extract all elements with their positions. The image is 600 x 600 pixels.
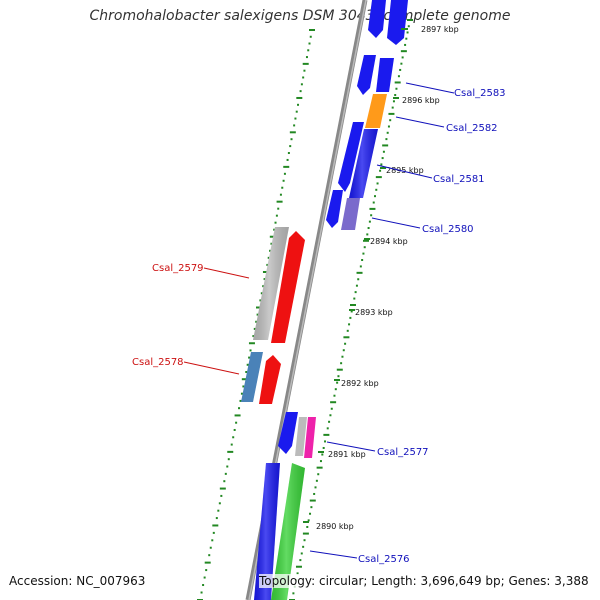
gene-feature[interactable] [241,352,263,402]
kbp-label: 2894 kbp [370,237,408,246]
gene-feature[interactable] [304,417,316,458]
gene-feature[interactable] [326,190,343,228]
gene-label[interactable]: Csal_2581 [433,174,485,185]
gene-feature[interactable] [338,122,364,192]
kbp-label: 2897 kbp [421,25,459,34]
topology-text: Topology: circular; Length: 3,696,649 bp… [259,574,589,588]
kbp-label: 2896 kbp [402,96,440,105]
gene-feature[interactable] [341,198,360,230]
gene-label[interactable]: Csal_2583 [454,88,506,99]
gene-shading [253,129,378,600]
kbp-scale: 2897 kbp 2896 kbp 2895 kbp 2894 kbp 2893… [303,25,459,531]
kbp-label: 2891 kbp [328,450,366,459]
kbp-label: 2895 kbp [386,166,424,175]
gene-label[interactable]: Csal_2580 [422,224,474,235]
label-leaders [183,82,455,559]
gene-label[interactable]: Csal_2579 [152,263,204,274]
accession-text: Accession: NC_007963 [9,574,146,588]
gene-label[interactable]: Csal_2578 [132,357,184,368]
gene-feature[interactable] [295,417,307,456]
kbp-label: 2893 kbp [355,308,393,317]
gene-label[interactable]: Csal_2576 [358,554,410,565]
gene-feature[interactable] [387,0,408,45]
gene-feature[interactable] [376,58,394,92]
gene-feature[interactable] [365,94,387,128]
gene-label[interactable]: Csal_2577 [377,447,429,458]
kbp-label: 2890 kbp [316,522,354,531]
gene-label[interactable]: Csal_2582 [446,123,498,134]
inner-guide-ring [289,19,413,600]
gene-feature[interactable] [357,55,376,95]
outer-guide-ring [197,29,315,600]
gene-feature[interactable] [368,0,386,38]
gene-feature[interactable] [278,412,298,454]
gene-feature[interactable] [271,231,305,343]
kbp-label: 2892 kbp [341,379,379,388]
gene-feature[interactable] [259,355,281,404]
forward-strand-genes [254,0,408,600]
gene-labels: Csal_2583 Csal_2582 Csal_2581 Csal_2580 … [132,88,506,565]
